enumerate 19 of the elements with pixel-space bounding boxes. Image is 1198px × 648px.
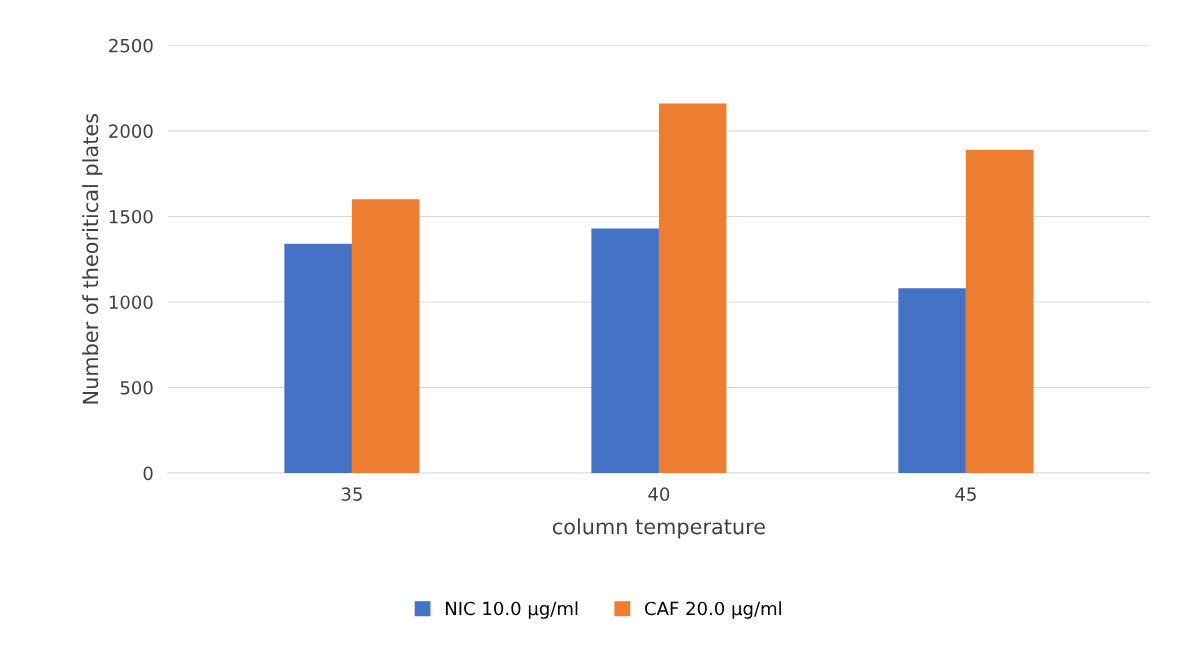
y-tick-label: 2500 — [109, 38, 153, 53]
bar — [284, 243, 352, 474]
bar — [591, 228, 659, 474]
x-tick-label: 45 — [955, 487, 976, 501]
y-tick-label: 2000 — [109, 124, 153, 139]
x-tick-label: 35 — [341, 487, 362, 501]
y-axis-title: Number of theoritical plates — [82, 113, 103, 404]
bar — [351, 199, 420, 474]
y-tick-label: 0 — [143, 466, 153, 481]
bar — [898, 288, 966, 474]
bar — [658, 103, 727, 474]
x-tick-label: 40 — [648, 487, 670, 501]
y-tick-label: 1500 — [109, 209, 153, 224]
legend-label: NIC 10.0 µg/ml — [446, 601, 578, 619]
y-tick-label: 500 — [120, 380, 153, 395]
y-tick-label: 1000 — [109, 295, 153, 310]
legend-label: CAF 20.0 µg/ml — [645, 601, 781, 619]
x-axis-title: column temperature — [552, 518, 765, 539]
bar — [965, 149, 1034, 474]
